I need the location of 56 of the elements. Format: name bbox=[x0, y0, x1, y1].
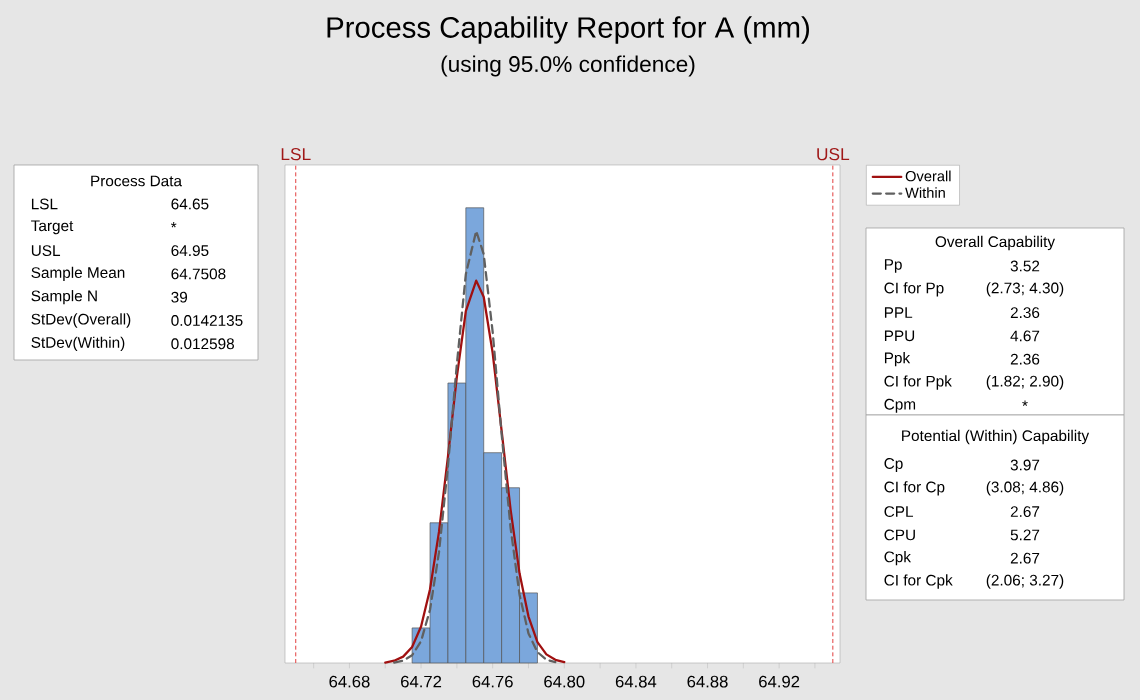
text: Cpk bbox=[884, 551, 911, 566]
x-tick-label: 64.72 bbox=[401, 675, 442, 688]
text: Process Data bbox=[91, 175, 183, 187]
text: Potential (Within) Capability bbox=[902, 429, 1090, 445]
text: (3.08; 4.86) bbox=[986, 481, 1064, 496]
text: Cp bbox=[884, 458, 903, 472]
text: Sample N bbox=[31, 290, 97, 305]
text: 2.67 bbox=[1010, 552, 1040, 564]
x-tick-label: 64.88 bbox=[687, 675, 728, 688]
ref-line-label: USL bbox=[817, 148, 850, 161]
text: (1.82; 2.90) bbox=[986, 375, 1064, 390]
text: Sample Mean bbox=[31, 266, 125, 282]
text: CI for Cpk bbox=[884, 574, 953, 589]
text: PPU bbox=[884, 330, 915, 342]
x-tick-label: 64.92 bbox=[759, 675, 800, 688]
x-tick-label: 64.68 bbox=[329, 675, 370, 688]
text: 64.7508 bbox=[171, 268, 226, 280]
text: (2.73; 4.30) bbox=[986, 282, 1064, 297]
text: Target bbox=[31, 220, 74, 235]
text: 2.67 bbox=[1010, 506, 1040, 518]
text: LSL bbox=[31, 198, 58, 210]
text: 0.0142135 bbox=[171, 315, 243, 326]
text: CPU bbox=[884, 529, 915, 541]
text: PPL bbox=[884, 307, 913, 318]
text: * bbox=[170, 222, 177, 228]
text: USL bbox=[31, 245, 61, 257]
text: CI for Pp bbox=[884, 282, 944, 297]
text: 3.52 bbox=[1010, 260, 1040, 272]
chart-title: Process Capability Report for A (mm) bbox=[327, 16, 809, 44]
ref-line-label: LSL bbox=[281, 148, 311, 161]
x-tick-label: 64.84 bbox=[615, 675, 657, 688]
text: Overall Capability bbox=[935, 235, 1056, 251]
text: StDev(Within) bbox=[31, 336, 125, 351]
legend-label: Overall bbox=[905, 170, 951, 182]
text: 2.36 bbox=[1010, 353, 1040, 365]
text: 39 bbox=[171, 291, 188, 303]
text: StDev(Overall) bbox=[31, 313, 131, 328]
x-tick-label: 64.76 bbox=[472, 675, 513, 688]
text: CPL bbox=[884, 506, 914, 518]
text: Ppk bbox=[884, 352, 911, 367]
text: 4.67 bbox=[1010, 330, 1040, 342]
text: Pp bbox=[884, 259, 902, 273]
text: CI for Ppk bbox=[884, 375, 952, 390]
text: 0.012598 bbox=[171, 338, 234, 350]
text: CI for Cp bbox=[884, 481, 945, 496]
text: * bbox=[1022, 400, 1028, 406]
x-tick-label: 64.80 bbox=[544, 675, 585, 688]
legend-label: Within bbox=[905, 187, 945, 198]
text: (2.06; 3.27) bbox=[986, 574, 1064, 589]
text: Cpm bbox=[884, 398, 916, 413]
chart-subtitle: (using 95.0% confidence) bbox=[441, 55, 695, 77]
text: 5.27 bbox=[1010, 529, 1040, 541]
text: 64.95 bbox=[171, 245, 209, 257]
text: 64.65 bbox=[171, 198, 209, 210]
text: 3.97 bbox=[1010, 459, 1040, 471]
text: 2.36 bbox=[1010, 307, 1040, 319]
